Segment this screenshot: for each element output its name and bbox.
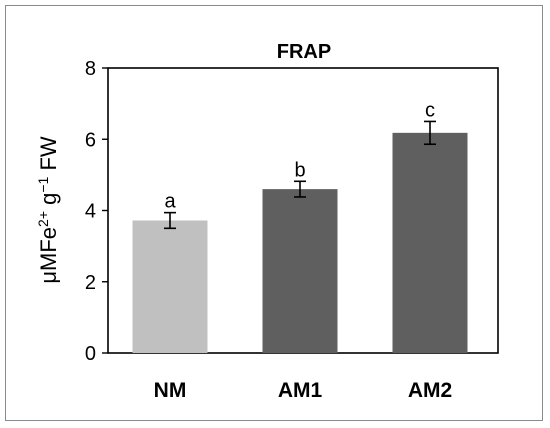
y-tick-label: 0 [85, 343, 96, 365]
significance-letter: b [294, 159, 305, 181]
x-category-label: AM2 [408, 379, 452, 402]
y-tick-label: 4 [85, 201, 96, 223]
significance-letter: a [164, 191, 176, 213]
bar-nm [132, 220, 208, 353]
bars [132, 132, 468, 353]
x-category-label: NM [154, 379, 187, 402]
y-axis-ticks: 0 2 4 6 8 [85, 58, 108, 365]
significance-letters: a b c [164, 99, 435, 212]
x-category-label: AM1 [278, 379, 323, 402]
y-axis-label: μMFe2+ g−1 FW [35, 136, 61, 284]
bar-am2 [392, 132, 468, 353]
y-tick-label: 6 [85, 129, 96, 151]
significance-letter: c [425, 99, 435, 121]
x-axis-labels: NM AM1 AM2 [154, 379, 453, 402]
chart-title: FRAP [277, 41, 331, 63]
y-tick-label: 8 [85, 58, 96, 80]
error-bars [164, 120, 436, 230]
y-tick-label: 2 [85, 272, 96, 294]
bar-am1 [262, 189, 338, 353]
